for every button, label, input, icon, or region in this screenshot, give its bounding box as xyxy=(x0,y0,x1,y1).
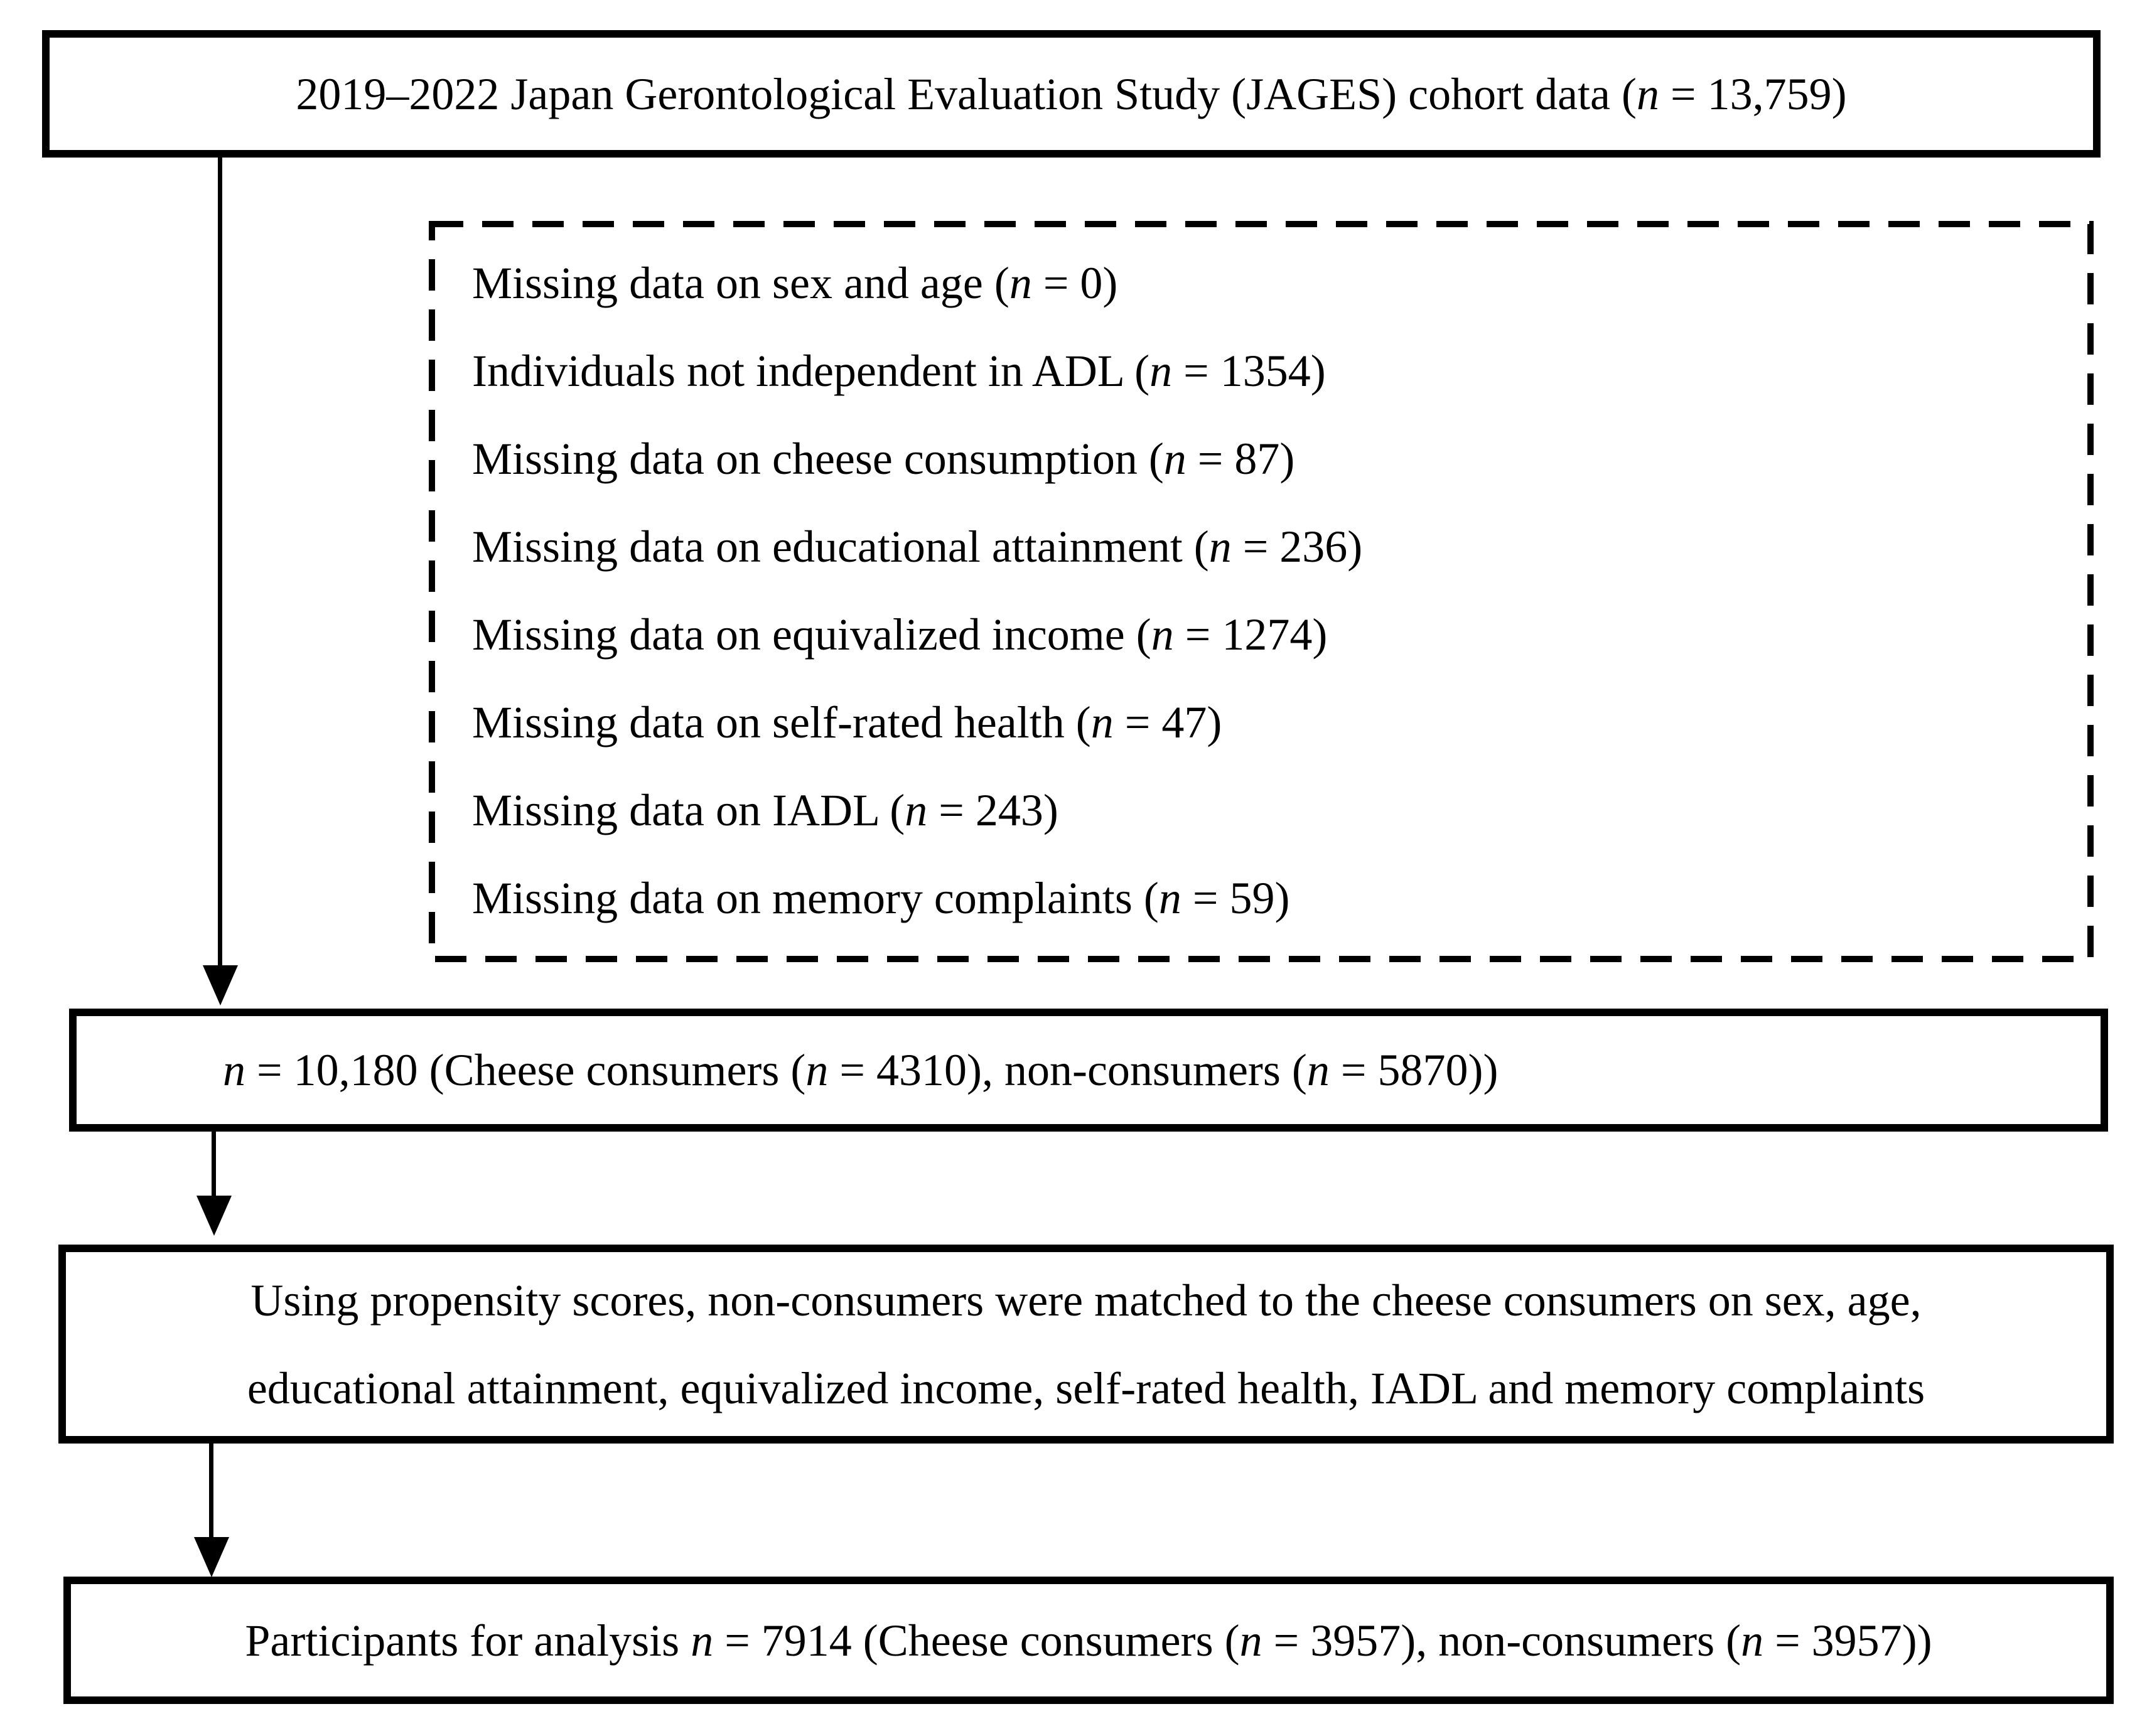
exclusion-item: Missing data on equivalized income (n = … xyxy=(472,609,1328,660)
matching-box: Using propensity scores, non-consumers w… xyxy=(58,1245,2114,1444)
exclusion-item: Individuals not independent in ADL (n = … xyxy=(472,346,1326,396)
final-analysis-box: Participants for analysis n = 7914 (Chee… xyxy=(63,1577,2114,1704)
exclusion-item: Missing data on sex and age (n = 0) xyxy=(472,258,1118,308)
exclusion-item: Missing data on educational attainment (… xyxy=(472,522,1363,572)
exclusion-item: Missing data on self-rated health (n = 4… xyxy=(472,697,1222,747)
arrow-1-line xyxy=(218,157,222,965)
cohort-box: 2019–2022 Japan Gerontological Evaluatio… xyxy=(42,30,2101,158)
arrow-2-line xyxy=(212,1132,216,1196)
post-exclusion-box: n = 10,180 (Cheese consumers (n = 4310),… xyxy=(69,1009,2108,1132)
exclusion-list: Missing data on sex and age (n = 0) Indi… xyxy=(429,221,2094,962)
final-analysis-box-text: Participants for analysis n = 7914 (Chee… xyxy=(245,1615,1932,1666)
arrow-3-line xyxy=(209,1444,213,1537)
matching-box-line-2: educational attainment, equivalized inco… xyxy=(247,1363,1925,1413)
arrow-2-head-icon xyxy=(196,1196,232,1236)
exclusion-item: Missing data on cheese consumption (n = … xyxy=(472,434,1295,484)
exclusion-dashed-border xyxy=(429,221,2094,962)
cohort-box-text: 2019–2022 Japan Gerontological Evaluatio… xyxy=(296,68,1847,119)
arrow-1-head-icon xyxy=(203,965,238,1005)
matching-box-line-1: Using propensity scores, non-consumers w… xyxy=(250,1275,1922,1326)
post-exclusion-box-text: n = 10,180 (Cheese consumers (n = 4310),… xyxy=(223,1045,1499,1095)
exclusion-item: Missing data on IADL (n = 243) xyxy=(472,785,1058,835)
arrow-3-head-icon xyxy=(194,1537,229,1577)
exclusion-item: Missing data on memory complaints (n = 5… xyxy=(472,873,1290,923)
